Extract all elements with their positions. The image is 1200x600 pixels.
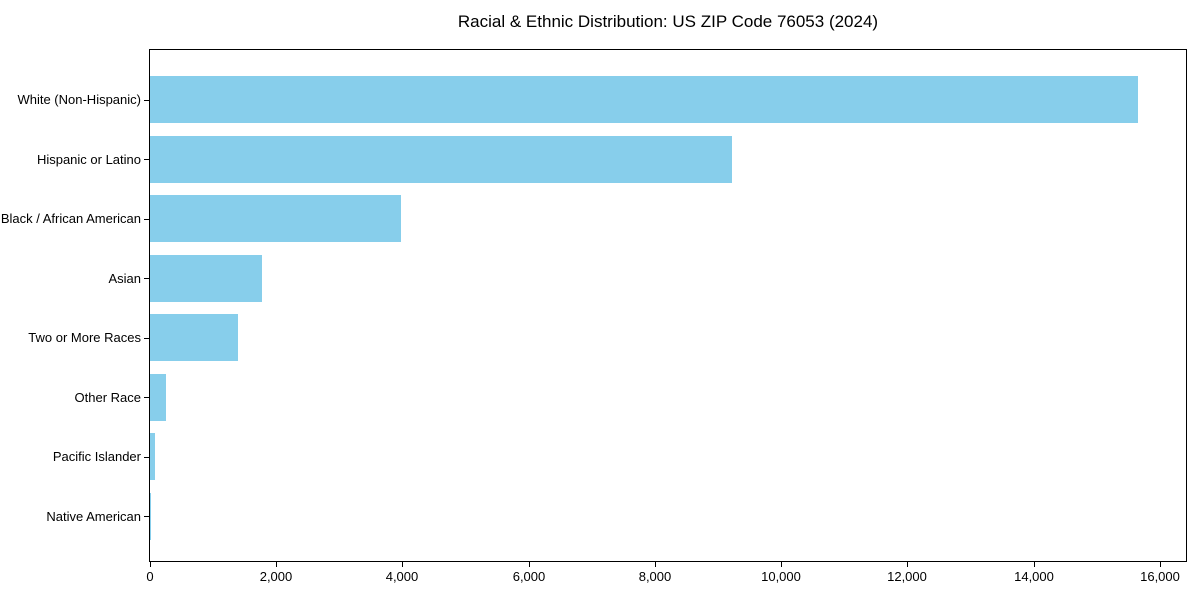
plot-area	[149, 49, 1187, 562]
x-tick-label: 4,000	[385, 569, 419, 584]
x-tick-mark	[1160, 562, 1161, 567]
y-tick-label: Asian	[108, 271, 141, 286]
bar	[150, 254, 262, 302]
x-tick-mark	[150, 562, 151, 567]
x-tick-mark	[781, 562, 782, 567]
x-tick-label: 12,000	[887, 569, 927, 584]
bar	[150, 314, 238, 361]
y-tick-mark	[144, 397, 149, 398]
y-tick-mark	[144, 100, 149, 101]
x-tick-label: 14,000	[1014, 569, 1054, 584]
x-tick-mark	[529, 562, 530, 567]
bar	[150, 135, 732, 183]
bar	[150, 492, 151, 540]
x-tick-mark	[402, 562, 403, 567]
chart-title: Racial & Ethnic Distribution: US ZIP Cod…	[457, 12, 879, 31]
x-tick-mark	[907, 562, 908, 567]
x-tick-label: 6,000	[512, 569, 546, 584]
bar	[150, 373, 166, 421]
y-tick-mark	[144, 278, 149, 279]
x-tick-mark	[276, 562, 277, 567]
x-tick-mark	[1034, 562, 1035, 567]
x-tick-label: 16,000	[1140, 569, 1180, 584]
bar	[150, 76, 1138, 123]
y-tick-label: Other Race	[74, 390, 141, 405]
y-tick-label: Pacific Islander	[52, 449, 141, 464]
y-tick-mark	[144, 219, 149, 220]
y-tick-label: Hispanic or Latino	[36, 152, 141, 167]
y-tick-mark	[144, 516, 149, 517]
y-tick-mark	[144, 338, 149, 339]
y-tick-mark	[144, 159, 149, 160]
bar	[150, 195, 401, 242]
y-tick-label: Black / African American	[0, 211, 141, 226]
x-tick-label: 0	[146, 569, 154, 584]
x-tick-label: 8,000	[638, 569, 672, 584]
x-tick-label: 10,000	[761, 569, 801, 584]
y-tick-label: White (Non-Hispanic)	[17, 92, 141, 107]
x-tick-label: 2,000	[259, 569, 293, 584]
y-tick-label: Native American	[46, 509, 141, 524]
y-tick-label: Two or More Races	[28, 330, 141, 345]
x-tick-mark	[655, 562, 656, 567]
bar	[150, 433, 155, 480]
y-tick-mark	[144, 457, 149, 458]
